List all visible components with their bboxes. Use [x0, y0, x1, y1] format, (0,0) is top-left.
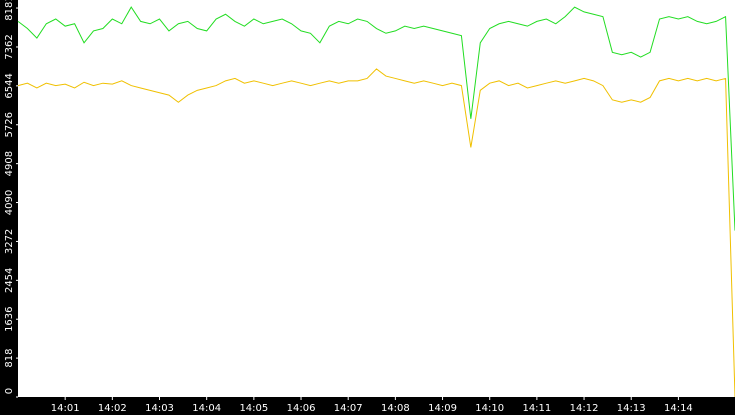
x-tick-label: 14:09	[428, 403, 457, 414]
x-tick-label: 14:14	[664, 403, 693, 414]
y-tick-label: 0	[4, 388, 15, 394]
y-tick-label: 4090	[4, 190, 15, 215]
series-line	[17, 68, 735, 398]
y-tick-label: 818	[4, 349, 15, 368]
y-tick-label: 3272	[4, 229, 15, 254]
y-tick-label: 1636	[4, 306, 15, 331]
x-tick-label: 14:02	[98, 403, 127, 414]
x-tick-label: 14:06	[287, 403, 316, 414]
plot-area	[18, 0, 735, 397]
y-tick-label: 7362	[4, 34, 15, 59]
y-tick-label: 2454	[4, 268, 15, 293]
series-line	[17, 6, 735, 231]
x-tick-label: 14:05	[239, 403, 268, 414]
x-tick-label: 14:08	[381, 403, 410, 414]
x-tick-label: 14:04	[192, 403, 221, 414]
y-tick-label: 8181	[4, 0, 15, 21]
y-tick-label: 6544	[4, 73, 15, 98]
x-tick-label: 14:03	[145, 403, 174, 414]
x-tick-label: 14:01	[51, 403, 80, 414]
y-tick-label: 5726	[4, 112, 15, 137]
x-tick-label: 14:12	[570, 403, 599, 414]
x-tick-label: 14:07	[334, 403, 363, 414]
x-tick-label: 14:13	[617, 403, 646, 414]
y-tick-label: 4908	[4, 151, 15, 176]
x-tick-label: 14:10	[475, 403, 504, 414]
x-tick-label: 14:11	[522, 403, 551, 414]
